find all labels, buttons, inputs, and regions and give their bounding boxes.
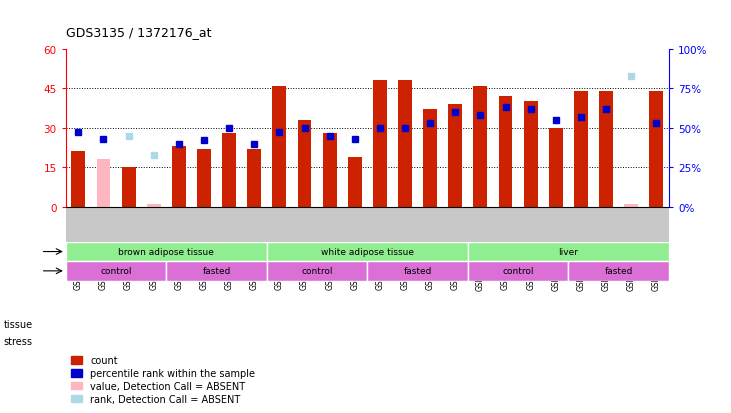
Bar (172, 147, 186, 207)
Bar (649, 92, 663, 207)
Bar (367, 261, 468, 281)
Bar (273, 86, 287, 207)
Bar (72, 152, 86, 207)
Bar (267, 242, 468, 261)
Bar (468, 261, 569, 281)
Bar (222, 134, 236, 207)
Bar (197, 150, 211, 207)
Text: brown adipose tissue: brown adipose tissue (118, 247, 214, 256)
Bar (298, 121, 311, 207)
Bar (373, 81, 387, 207)
Bar (549, 128, 563, 207)
Text: fasted: fasted (605, 267, 633, 276)
Bar (147, 204, 161, 207)
Bar (474, 86, 488, 207)
Text: fasted: fasted (202, 267, 231, 276)
Text: control: control (100, 267, 132, 276)
Bar (599, 92, 613, 207)
Text: control: control (301, 267, 333, 276)
Bar (569, 261, 669, 281)
Text: stress: stress (4, 336, 33, 346)
Bar (423, 110, 437, 207)
Text: white adipose tissue: white adipose tissue (321, 247, 414, 256)
Bar (322, 134, 336, 207)
Bar (167, 261, 267, 281)
Bar (574, 92, 588, 207)
Bar (66, 261, 167, 281)
Text: fasted: fasted (404, 267, 432, 276)
Bar (348, 157, 362, 207)
Text: liver: liver (558, 247, 578, 256)
Text: GDS3135 / 1372176_at: GDS3135 / 1372176_at (66, 26, 211, 39)
Bar (96, 160, 110, 207)
Bar (121, 168, 135, 207)
Text: tissue: tissue (4, 319, 33, 329)
Bar (66, 242, 267, 261)
Text: control: control (502, 267, 534, 276)
Bar (624, 204, 638, 207)
Bar (398, 81, 412, 207)
Bar (247, 150, 261, 207)
Bar (499, 97, 512, 207)
Bar (468, 242, 669, 261)
Bar (523, 102, 537, 207)
Legend: count, percentile rank within the sample, value, Detection Call = ABSENT, rank, : count, percentile rank within the sample… (71, 356, 255, 404)
Bar (448, 105, 462, 207)
Bar (267, 261, 367, 281)
